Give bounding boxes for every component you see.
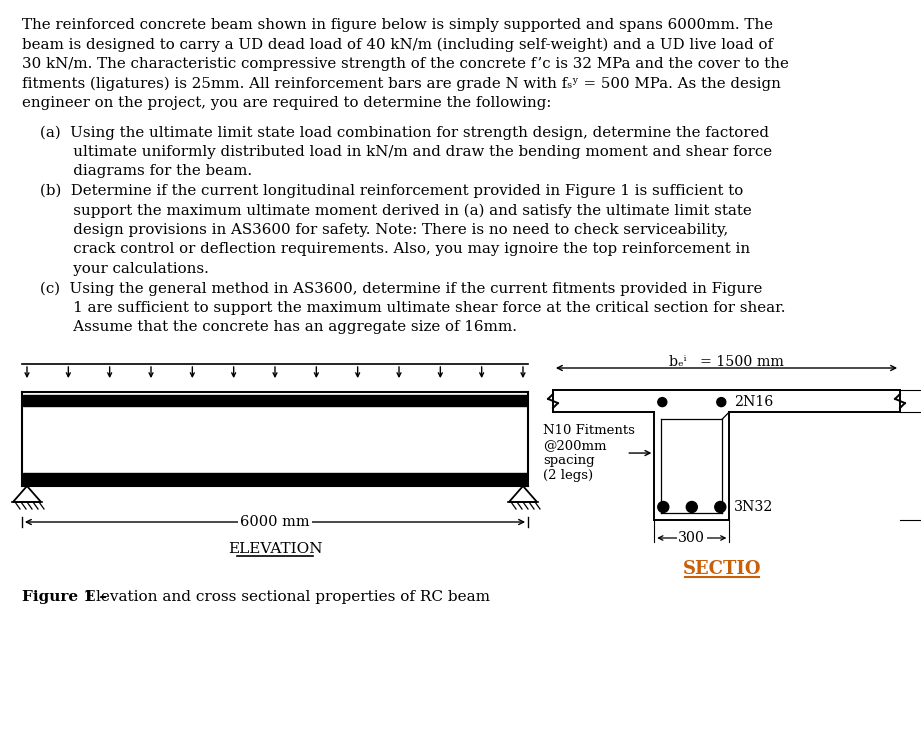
Text: (a)  Using the ultimate limit state load combination for strength design, determ: (a) Using the ultimate limit state load …: [40, 126, 769, 140]
Circle shape: [686, 501, 697, 513]
Text: support the maximum ultimate moment derived in (a) and satisfy the ultimate limi: support the maximum ultimate moment deri…: [40, 204, 752, 218]
Text: 30 kN/m. The characteristic compressive strength of the concrete f’c is 32 MPa a: 30 kN/m. The characteristic compressive …: [22, 57, 789, 71]
Text: ultimate uniformly distributed load in kN/m and draw the bending moment and shea: ultimate uniformly distributed load in k…: [40, 145, 772, 159]
Text: your calculations.: your calculations.: [40, 262, 209, 276]
Text: crack control or deflection requirements. Also, you may ignoire the top reinforc: crack control or deflection requirements…: [40, 243, 750, 257]
Text: 2N16: 2N16: [734, 395, 774, 409]
Text: design provisions in AS3600 for safety. Note: There is no need to check servicea: design provisions in AS3600 for safety. …: [40, 223, 729, 237]
Text: SECTIO: SECTIO: [682, 560, 761, 578]
Text: (c)  Using the general method in AS3600, determine if the current fitments provi: (c) Using the general method in AS3600, …: [40, 281, 763, 296]
Bar: [23, 394, 527, 405]
Text: Elevation and cross sectional properties of RC beam: Elevation and cross sectional properties…: [80, 590, 490, 604]
Text: Assume that the concrete has an aggregate size of 16mm.: Assume that the concrete has an aggregat…: [40, 321, 517, 335]
Circle shape: [658, 501, 669, 513]
Circle shape: [715, 501, 726, 513]
Text: The reinforced concrete beam shown in figure below is simply supported and spans: The reinforced concrete beam shown in fi…: [22, 18, 773, 32]
Text: Figure 1 –: Figure 1 –: [22, 590, 107, 604]
Text: (b)  Determine if the current longitudinal reinforcement provided in Figure 1 is: (b) Determine if the current longitudina…: [40, 184, 743, 199]
Text: 1 are sufficient to support the maximum ultimate shear force at the critical sec: 1 are sufficient to support the maximum …: [40, 301, 786, 315]
Text: 3N32: 3N32: [734, 500, 774, 514]
Circle shape: [717, 397, 726, 407]
Text: diagrams for the beam.: diagrams for the beam.: [40, 164, 252, 179]
Text: bₑⁱ   = 1500 mm: bₑⁱ = 1500 mm: [669, 355, 784, 369]
Text: ELEVATION: ELEVATION: [227, 542, 322, 556]
Text: 6000 mm: 6000 mm: [240, 515, 309, 529]
Text: 300: 300: [678, 531, 705, 545]
Text: fitments (ligatures) is 25mm. All reinforcement bars are grade N with fₛʸ = 500 : fitments (ligatures) is 25mm. All reinfo…: [22, 77, 781, 91]
Text: engineer on the project, you are required to determine the following:: engineer on the project, you are require…: [22, 96, 552, 110]
Circle shape: [658, 397, 667, 407]
Bar: [23, 472, 527, 484]
Text: beam is designed to carry a UD dead load of 40 kN/m (including self-weight) and : beam is designed to carry a UD dead load…: [22, 37, 773, 52]
Text: N10 Fitments
@200mm
spacing
(2 legs): N10 Fitments @200mm spacing (2 legs): [543, 424, 635, 482]
